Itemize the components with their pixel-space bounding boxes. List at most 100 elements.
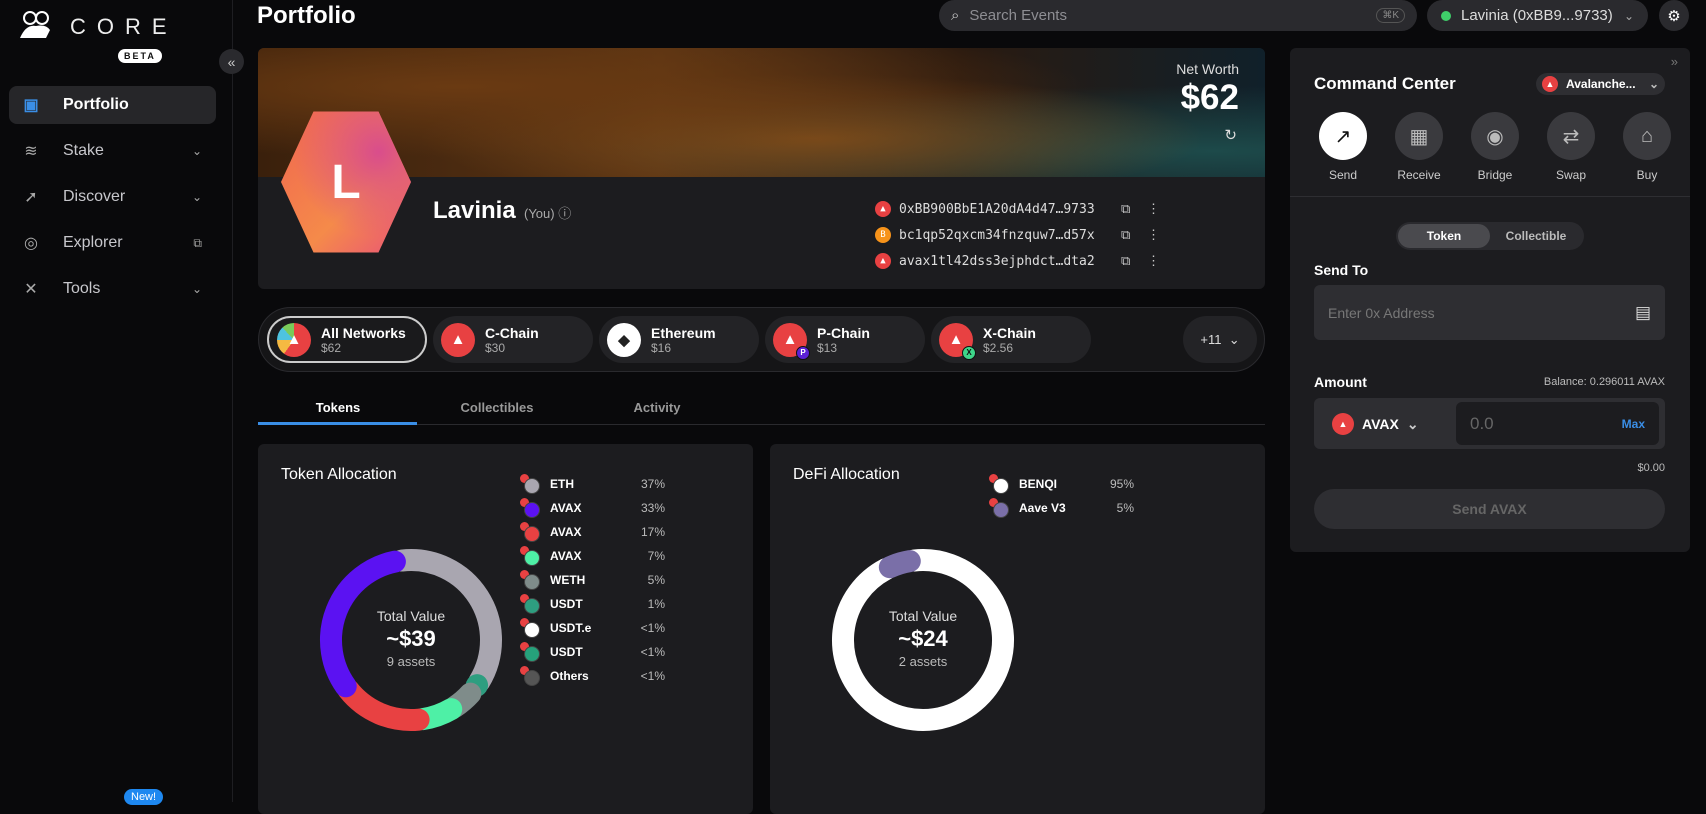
toggle-token[interactable]: Token <box>1398 224 1490 248</box>
info-icon[interactable]: ⓘ <box>558 206 571 221</box>
legend-symbol: Aave V3 <box>1019 501 1066 515</box>
expand-icon[interactable]: » <box>1671 54 1678 69</box>
legend-symbol: USDT.e <box>550 621 591 635</box>
swap-icon: ⇄ <box>1547 112 1595 160</box>
settings-button[interactable]: ⚙ <box>1659 0 1689 31</box>
more-icon[interactable]: ⋮ <box>1147 202 1160 217</box>
address-text: 0xBB900BbE1A20dA4d47…9733 <box>899 202 1095 217</box>
sidebar-item-label: Tools <box>63 280 100 298</box>
token-icon <box>520 522 540 542</box>
tab-tokens[interactable]: Tokens <box>258 400 418 415</box>
token-icon <box>520 594 540 614</box>
action-label: Bridge <box>1460 168 1530 182</box>
more-networks-button[interactable]: +11 ⌄ <box>1183 316 1257 363</box>
refresh-icon[interactable]: ↻ <box>1224 126 1237 144</box>
chevron-down-icon: ⌄ <box>192 282 202 296</box>
legend-percent: 33% <box>641 501 665 515</box>
search-icon: ⌕ <box>951 7 959 24</box>
address-input[interactable]: Enter 0x Address▤ <box>1314 285 1665 340</box>
total-label: Total Value <box>843 608 1003 624</box>
buy-action[interactable]: ⌂Buy <box>1612 112 1682 182</box>
copy-icon[interactable]: ⧉ <box>1121 254 1130 269</box>
chevron-down-icon: ⌄ <box>1624 9 1634 23</box>
copy-icon[interactable]: ⧉ <box>1121 202 1130 217</box>
token-icon <box>520 498 540 518</box>
command-center: » Command Center ▲Avalanche...⌄ ↗Send ▦R… <box>1290 48 1690 552</box>
donut-segment-aave-v3[interactable] <box>890 561 910 567</box>
legend-symbol: AVAX <box>550 501 582 515</box>
network-dropdown[interactable]: ▲Avalanche...⌄ <box>1536 73 1665 95</box>
net-worth-value: $62 <box>1181 78 1239 118</box>
sidebar-item-stake[interactable]: ≋Stake⌄ <box>9 132 216 170</box>
legend-item: Others<1% <box>520 666 665 686</box>
compass-icon: ◎ <box>21 233 41 253</box>
bridge-action[interactable]: ◉Bridge <box>1460 112 1530 182</box>
legend-symbol: USDT <box>550 645 583 659</box>
sidebar-item-discover[interactable]: ➚Discover⌄ <box>9 178 216 216</box>
network-name: All Networks <box>321 325 406 341</box>
network-name: P-Chain <box>817 325 870 341</box>
network-all[interactable]: ▲All Networks$62 <box>267 316 427 363</box>
search-input[interactable]: ⌕Search Events⌘K <box>939 0 1417 31</box>
toggle-collectible[interactable]: Collectible <box>1490 224 1582 248</box>
action-label: Buy <box>1612 168 1682 182</box>
send-to-label: Send To <box>1314 262 1368 278</box>
network-c-chain[interactable]: ▲C-Chain$30 <box>433 316 593 363</box>
address-text: avax1tl42dss3ejphdct…dta2 <box>899 254 1095 269</box>
sidebar: CORE BETA ▣Portfolio ≋Stake⌄ ➚Discover⌄ … <box>0 0 233 802</box>
gear-icon: ⚙ <box>1667 7 1680 25</box>
tab-collectibles[interactable]: Collectibles <box>417 400 577 415</box>
receive-action[interactable]: ▦Receive <box>1384 112 1454 182</box>
total-value: ~$39 <box>331 626 491 652</box>
legend-symbol: AVAX <box>550 525 582 539</box>
copy-icon[interactable]: ⧉ <box>1121 228 1130 243</box>
more-icon[interactable]: ⋮ <box>1147 254 1160 269</box>
donut-segment-avax[interactable] <box>348 690 418 720</box>
token-selector[interactable]: ▲AVAX⌄ <box>1332 413 1419 435</box>
collapse-sidebar-button[interactable]: « <box>219 49 244 74</box>
wallet-icon: ▣ <box>21 95 41 115</box>
address-book-icon[interactable]: ▤ <box>1635 303 1651 323</box>
legend-symbol: AVAX <box>550 549 582 563</box>
x-badge-icon: X <box>962 346 976 360</box>
send-button[interactable]: Send AVAX <box>1314 489 1665 529</box>
tab-activity[interactable]: Activity <box>577 400 737 415</box>
more-icon[interactable]: ⋮ <box>1147 228 1160 243</box>
token-icon <box>989 474 1009 494</box>
sidebar-item-label: Discover <box>63 188 125 206</box>
sidebar-item-explorer[interactable]: ◎Explorer⧉ <box>9 224 216 262</box>
action-label: Receive <box>1384 168 1454 182</box>
command-center-title: Command Center <box>1314 74 1456 94</box>
sidebar-item-portfolio[interactable]: ▣Portfolio <box>9 86 216 124</box>
swap-action[interactable]: ⇄Swap <box>1536 112 1606 182</box>
legend-percent: <1% <box>641 669 665 683</box>
send-action[interactable]: ↗Send <box>1308 112 1378 182</box>
search-placeholder: Search Events <box>969 7 1067 24</box>
network-filter-bar: ▲All Networks$62 ▲C-Chain$30 ◆Ethereum$1… <box>258 307 1265 372</box>
account-selector[interactable]: Lavinia (0xBB9...9733)⌄ <box>1427 0 1648 31</box>
avalanche-icon: ▲ <box>875 201 891 217</box>
you-label: (You) ⓘ <box>524 203 571 222</box>
max-button[interactable]: Max <box>1622 417 1645 431</box>
legend-percent: 95% <box>1110 477 1134 491</box>
legend-symbol: BENQI <box>1019 477 1057 491</box>
legend-item: USDT<1% <box>520 642 665 662</box>
sidebar-item-tools[interactable]: ✕Tools⌄ <box>9 270 216 308</box>
network-name: C-Chain <box>485 325 539 341</box>
legend-symbol: ETH <box>550 477 574 491</box>
legend-item: USDT.e<1% <box>520 618 665 638</box>
network-ethereum[interactable]: ◆Ethereum$16 <box>599 316 759 363</box>
profile-banner <box>258 48 1265 177</box>
token-icon <box>520 546 540 566</box>
online-status-icon <box>1441 11 1451 21</box>
